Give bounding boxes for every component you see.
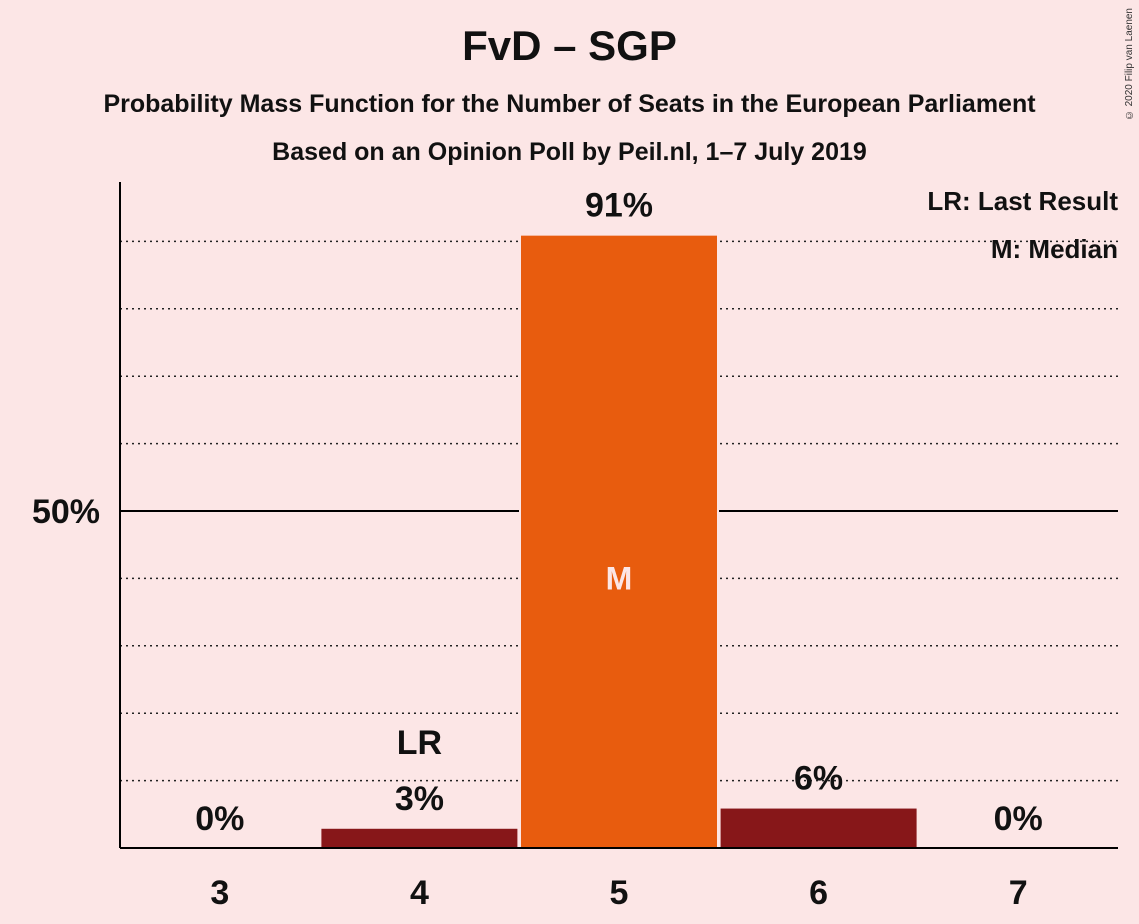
chart-title: FvD – SGP	[462, 22, 677, 69]
median-marker: M	[606, 560, 633, 596]
legend-last-result: LR: Last Result	[927, 186, 1118, 216]
x-tick-label: 7	[1009, 874, 1028, 912]
x-tick-label: 3	[210, 874, 229, 912]
chart-subtitle: Probability Mass Function for the Number…	[103, 90, 1036, 118]
y-tick-label: 50%	[32, 493, 100, 531]
legend-median: M: Median	[991, 234, 1118, 264]
data-label: 0%	[195, 800, 244, 838]
data-label: 6%	[794, 760, 843, 798]
x-tick-label: 4	[410, 874, 429, 912]
data-label: 91%	[585, 187, 653, 225]
last-result-marker: LR	[397, 724, 442, 762]
bar	[718, 806, 919, 849]
bar	[319, 826, 520, 850]
x-tick-label: 6	[809, 874, 828, 912]
data-label: 3%	[395, 780, 444, 818]
bar	[519, 233, 719, 850]
chart-source: Based on an Opinion Poll by Peil.nl, 1–7…	[272, 138, 867, 166]
data-label: 0%	[994, 800, 1043, 838]
x-tick-label: 5	[610, 874, 629, 912]
